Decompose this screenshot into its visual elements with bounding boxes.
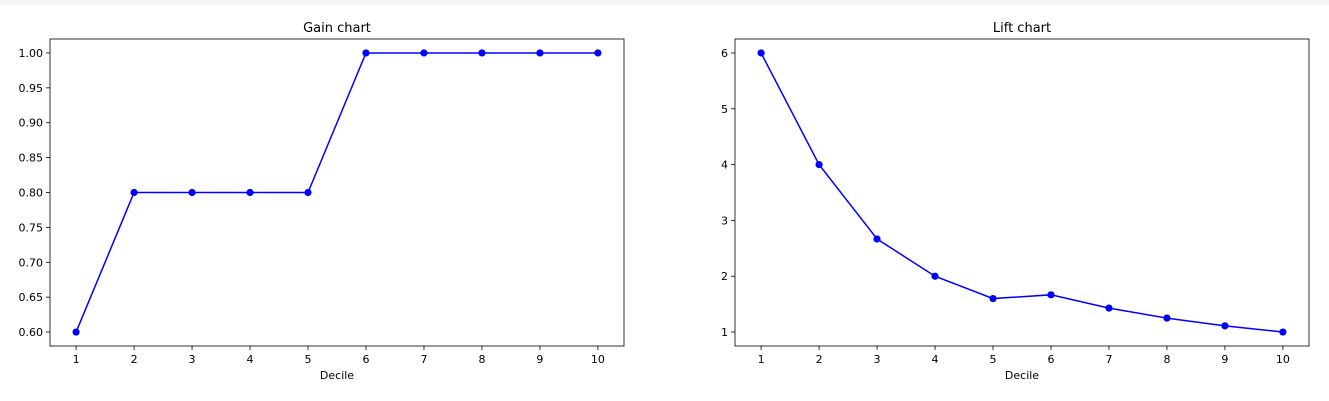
- lift-y-tick-label: 1: [721, 326, 728, 339]
- lift-data-point: [989, 294, 997, 303]
- output-cell-top-border: [0, 0, 1329, 5]
- gain-y-tick-label: 0.90: [19, 117, 44, 130]
- lift-data-point: [1221, 322, 1229, 330]
- lift-y-tick-label: 2: [721, 270, 728, 283]
- gain-x-tick-label: 6: [362, 353, 369, 366]
- lift-x-tick-label: 5: [990, 353, 997, 366]
- lift-axes-frame: [734, 38, 1310, 347]
- lift-data-point: [815, 160, 823, 169]
- gain-data-point: [594, 49, 602, 57]
- lift-x-tick-label: 4: [932, 353, 939, 366]
- gain-y-tick-label: 0.75: [19, 221, 44, 234]
- lift-x-tick-label: 6: [1047, 353, 1054, 366]
- lift-chart-title: Lift chart: [993, 21, 1051, 36]
- gain-data-point: [304, 188, 312, 197]
- gain-x-tick-label: 3: [189, 353, 196, 366]
- gain-x-axis-label: Decile: [320, 369, 354, 382]
- lift-x-axis-label: Decile: [1005, 369, 1039, 382]
- lift-data-point: [757, 49, 765, 57]
- gain-data-point: [362, 49, 370, 57]
- lift-data-point: [1163, 314, 1171, 322]
- gain-data-point: [188, 188, 196, 197]
- lift-x-tick-label: 3: [874, 353, 881, 366]
- gain-data-point: [420, 49, 428, 57]
- gain-y-tick-label: 0.70: [19, 256, 44, 269]
- gain-data-point: [72, 328, 80, 336]
- gain-chart-title: Gain chart: [303, 21, 371, 36]
- gain-x-tick-label: 9: [536, 353, 543, 366]
- lift-data-point: [1047, 291, 1055, 299]
- gain-data-point: [536, 49, 544, 57]
- gain-series-line: [75, 52, 598, 333]
- lift-data-point: [873, 235, 881, 243]
- gain-data-point: [478, 49, 486, 57]
- lift-y-tick-label: 6: [721, 47, 728, 60]
- gain-y-tick-label: 0.95: [19, 82, 44, 95]
- lift-x-tick-label: 7: [1105, 353, 1112, 366]
- lift-x-tick-label: 9: [1221, 353, 1228, 366]
- gain-x-tick-label: 7: [420, 353, 427, 366]
- lift-x-tick-label: 1: [758, 353, 765, 366]
- lift-y-tick-label: 4: [721, 159, 728, 172]
- gain-y-tick-label: 1.00: [19, 47, 44, 60]
- lift-y-tick-label: 3: [721, 214, 728, 227]
- lift-data-point: [1105, 304, 1113, 312]
- lift-x-tick-label: 2: [816, 353, 823, 366]
- gain-y-tick-label: 0.85: [19, 152, 44, 165]
- lift-data-point: [931, 272, 939, 280]
- gain-data-point: [130, 188, 138, 197]
- gain-data-point: [246, 188, 254, 197]
- gain-x-tick-label: 2: [131, 353, 138, 366]
- lift-x-tick-label: 10: [1276, 353, 1290, 366]
- lift-series-line: [760, 52, 1283, 333]
- gain-x-tick-label: 5: [305, 353, 312, 366]
- gain-y-tick-label: 0.80: [19, 187, 44, 200]
- gain-y-tick-label: 0.60: [19, 326, 44, 339]
- gain-x-tick-label: 10: [591, 353, 605, 366]
- lift-data-point: [1279, 328, 1287, 336]
- gain-y-tick-label: 0.65: [19, 291, 44, 304]
- lift-y-tick-label: 5: [721, 103, 728, 116]
- lift-x-tick-label: 8: [1163, 353, 1170, 366]
- gain-x-tick-label: 4: [247, 353, 254, 366]
- gain-x-tick-label: 1: [73, 353, 80, 366]
- gain-x-tick-label: 8: [478, 353, 485, 366]
